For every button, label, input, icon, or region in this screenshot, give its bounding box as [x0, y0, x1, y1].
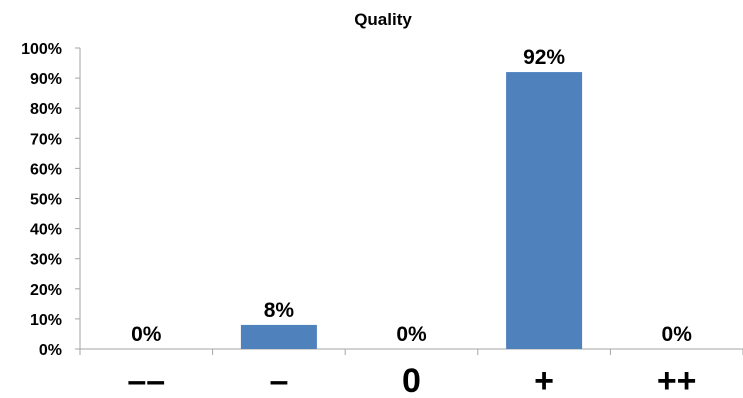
y-axis-ticks: 0% 10% 20% 30% 40% 50% 60% 70% 80% 90% 100% — [21, 41, 62, 359]
data-label: 8% — [264, 299, 295, 322]
x-tick-label: – — [269, 362, 288, 398]
data-labels: 0% 8% 0% 92% 0% — [131, 46, 692, 346]
x-axis-ticks: –– –0 + ++ — [127, 362, 696, 398]
data-label: 0% — [662, 323, 693, 346]
y-tick-label: 80% — [30, 101, 62, 118]
data-label: 0% — [396, 323, 427, 346]
y-tick-label: 20% — [30, 282, 62, 299]
chart-title: Quality — [354, 10, 412, 29]
y-tick-label: 30% — [30, 252, 62, 269]
y-tick-label: 50% — [30, 192, 62, 209]
data-label: 92% — [523, 46, 565, 69]
x-tick-label: –– — [127, 362, 165, 398]
y-tick-label: 10% — [30, 312, 62, 329]
bars — [240, 72, 583, 349]
y-tick-label: 60% — [30, 161, 62, 178]
axes — [75, 47, 743, 355]
y-tick-label: 90% — [30, 71, 62, 88]
x-tick-label: ++ — [657, 362, 697, 398]
y-tick-label: 0% — [39, 342, 62, 359]
y-tick-label: 100% — [21, 41, 62, 58]
y-tick-label: 70% — [30, 131, 62, 148]
x-tick-label: 0 — [402, 362, 421, 398]
x-tick-label: + — [534, 362, 554, 398]
y-tick-label: 40% — [30, 222, 62, 239]
bar — [240, 324, 317, 349]
data-label: 0% — [131, 323, 162, 346]
bar — [506, 72, 583, 349]
